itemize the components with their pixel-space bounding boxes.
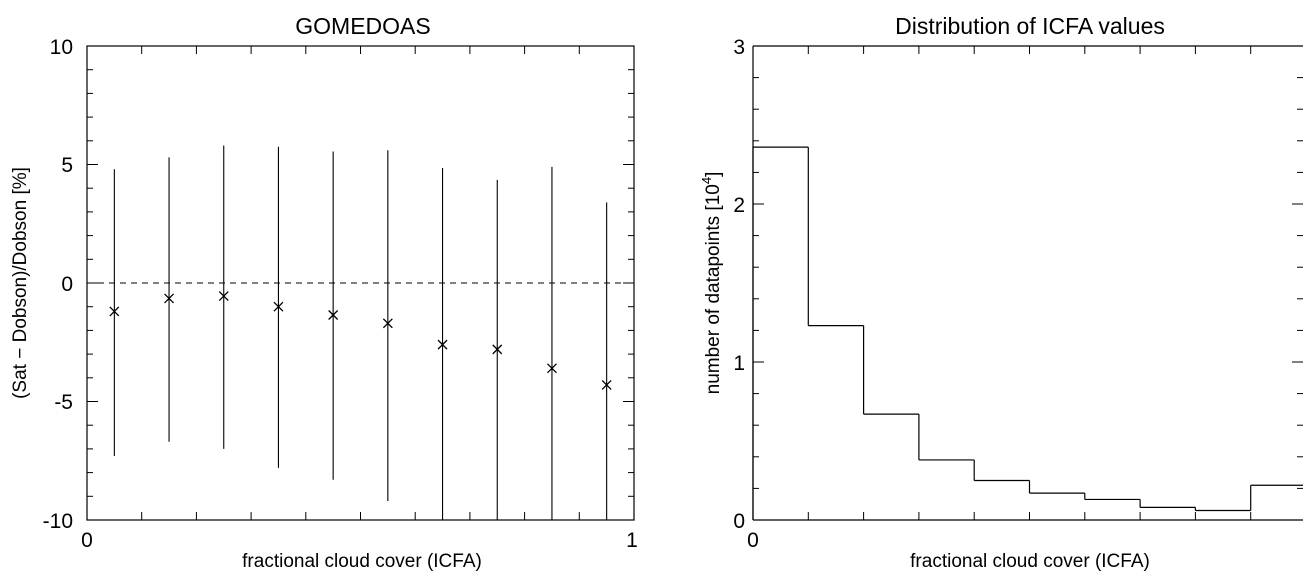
left-x-tick-label: 1 [626,529,638,552]
data-point-marker [328,310,339,320]
marker-stroke [328,310,339,320]
right-y-tick-label: 0 [733,510,745,533]
marker-stroke [218,291,229,301]
marker-stroke [273,301,284,312]
left-chart: GOMEDOAS -10 -5 0 5 10 0 1 fractional cl… [10,13,638,572]
data-point-marker [218,291,229,301]
marker-stroke [109,306,120,317]
left-plot-area [86,45,635,521]
left-y-tick-label: 0 [61,273,73,296]
right-chart-title: Distribution of ICFA values [895,13,1165,39]
right-x-axis-label: fractional cloud cover (ICFA) [910,551,1150,572]
marker-stroke [382,318,393,329]
right-plot-area [752,45,1303,521]
data-point-marker [492,344,503,355]
marker-stroke [601,379,612,390]
left-y-tick-label: -10 [43,510,73,533]
marker-stroke [546,363,557,374]
left-y-tick-label: 10 [50,36,73,59]
data-point-marker [109,306,120,317]
right-y-tick-label: 3 [733,36,745,59]
right-y-axis-label: number of datapoints [104] [699,172,724,395]
data-point-marker [437,339,448,350]
left-y-axis-label: (Sat − Dobson)/Dobson [%] [10,167,31,399]
marker-stroke [164,293,175,304]
data-point-marker [601,379,612,390]
left-x-axis-label: fractional cloud cover (ICFA) [242,551,482,572]
left-y-tick-label: 5 [61,154,73,177]
marker-stroke [492,344,503,355]
right-y-axis-label-superscript: 4 [699,177,714,184]
right-y-tick-label: 1 [733,352,745,375]
left-x-tick-label: 0 [81,529,93,552]
right-chart: Distribution of ICFA values 0 1 2 3 0 fr… [699,13,1303,572]
data-point-marker [164,293,175,304]
left-chart-title: GOMEDOAS [295,13,430,39]
right-y-axis-label-end: ] [703,172,724,177]
marker-stroke [437,339,448,350]
data-point-marker [382,318,393,329]
left-y-tick-label: -5 [54,391,73,414]
data-point-marker [546,363,557,374]
right-y-axis-label-main: number of datapoints [10 [703,184,724,394]
right-x-tick-label: 0 [747,529,759,552]
data-point-marker [273,301,284,312]
right-y-tick-label: 2 [733,194,745,217]
